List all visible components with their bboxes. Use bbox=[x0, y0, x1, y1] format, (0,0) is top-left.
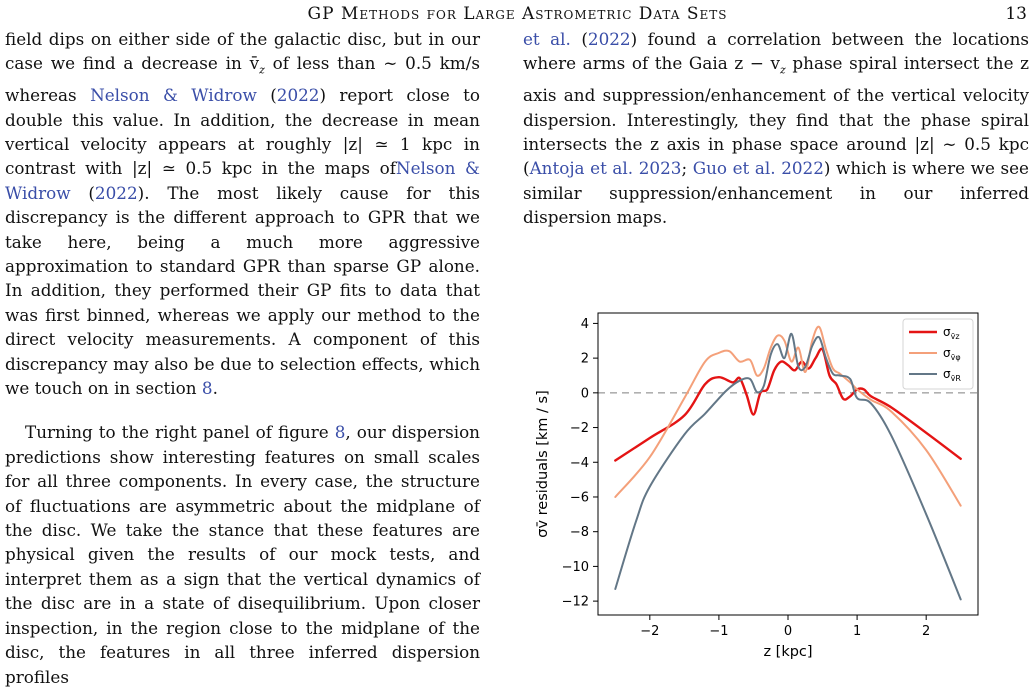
citation-link[interactable]: 2022 bbox=[276, 85, 320, 106]
citation-link[interactable]: Guo et al. 2022 bbox=[692, 158, 824, 179]
text-run: z bbox=[779, 63, 786, 77]
text-run: ). The most likely cause for this discre… bbox=[5, 182, 480, 399]
text-run: ) report close to double this value. In … bbox=[5, 85, 480, 179]
running-title: GP Methods for Large Astrometric Data Se… bbox=[307, 4, 728, 24]
text-run: Turning to the right panel of figure bbox=[25, 422, 335, 443]
text-run: z bbox=[259, 63, 265, 77]
x-axis-label: z [kpc] bbox=[763, 644, 812, 660]
legend: σv̄zσv̄φσv̄R bbox=[902, 318, 974, 390]
legend-subscript: v̄z bbox=[951, 332, 960, 341]
y-tick-label: −12 bbox=[562, 595, 589, 610]
x-tick-label: 2 bbox=[922, 624, 930, 639]
text-run: v̄ bbox=[249, 53, 260, 74]
citation-link[interactable]: 2022 bbox=[587, 29, 631, 49]
text-run: ; bbox=[681, 158, 693, 179]
legend-subscript: v̄R bbox=[951, 374, 962, 383]
legend-label: σ bbox=[943, 367, 951, 381]
x-tick-label: 1 bbox=[853, 624, 861, 639]
y-tick-label: 0 bbox=[581, 386, 589, 401]
text-run: field dips on either side of the galacti… bbox=[5, 29, 480, 74]
text-run: ) found a correlation between the locati… bbox=[523, 29, 1029, 74]
y-tick-label: 2 bbox=[581, 352, 589, 367]
citation-link[interactable]: et al. bbox=[523, 29, 571, 49]
paragraph: et al. (2022) found a correlation betwee… bbox=[523, 27, 1029, 230]
citation-link[interactable]: Antoja et al. 2023 bbox=[529, 158, 682, 179]
running-header: GP Methods for Large Astrometric Data Se… bbox=[0, 2, 1035, 30]
x-tick-label: 0 bbox=[784, 624, 792, 639]
citation-link[interactable]: 8 bbox=[334, 422, 346, 443]
text-run: phase spiral intersect the z axis and su… bbox=[523, 53, 1029, 179]
text-run: ( bbox=[570, 29, 588, 49]
text-run: ( bbox=[70, 182, 95, 203]
y-tick-label: −4 bbox=[570, 456, 589, 471]
legend-entry: σv̄R bbox=[943, 367, 961, 383]
text-run: , our dispersion predictions show intere… bbox=[5, 422, 480, 687]
legend-subscript: v̄φ bbox=[951, 353, 961, 362]
y-axis-label: σv̄ residuals [km / s] bbox=[535, 390, 551, 538]
y-tick-label: −2 bbox=[570, 421, 589, 436]
text-run: ( bbox=[256, 85, 277, 106]
legend-box bbox=[902, 318, 974, 390]
legend-label: σ bbox=[943, 325, 951, 339]
y-tick-label: 4 bbox=[581, 317, 589, 332]
paragraph: Turning to the right panel of figure 8, … bbox=[5, 420, 480, 688]
citation-link[interactable]: 8 bbox=[201, 378, 213, 399]
y-tick-label: −10 bbox=[562, 560, 589, 575]
series-line-2 bbox=[614, 332, 962, 601]
text-run: ) which is where we see similar suppress… bbox=[523, 158, 1029, 228]
dispersion-residuals-figure: −2 −1 0 1 2 4 2 0 −2 −4 −6 −8 −10 −12 z [kpc] σv̄ resid… bbox=[523, 300, 1033, 672]
citation-link[interactable]: Nelson & Widrow bbox=[90, 85, 257, 106]
y-tick-label: −6 bbox=[570, 490, 589, 505]
citation-link[interactable]: Nelson & Widrow bbox=[5, 158, 480, 203]
series-line-0 bbox=[614, 347, 962, 462]
x-tick-label: −2 bbox=[640, 624, 659, 639]
legend-entry: σv̄φ bbox=[943, 346, 961, 362]
citation-link[interactable]: 2022 bbox=[94, 182, 138, 203]
right-column: et al. (2022) found a correlation betwee… bbox=[523, 27, 1029, 230]
text-run: . bbox=[212, 378, 218, 399]
series-line-1 bbox=[614, 325, 962, 507]
legend-entry: σv̄z bbox=[943, 325, 960, 341]
text-run: of less than ∼ 0.5 km/s whereas bbox=[5, 53, 480, 106]
x-tick-label: −1 bbox=[709, 624, 728, 639]
paragraph: field dips on either side of the galacti… bbox=[5, 27, 480, 400]
legend-label: σ bbox=[943, 346, 951, 360]
left-column: field dips on either side of the galacti… bbox=[5, 27, 480, 689]
page-number: 13 bbox=[1005, 4, 1027, 24]
y-tick-label: −8 bbox=[570, 525, 589, 540]
